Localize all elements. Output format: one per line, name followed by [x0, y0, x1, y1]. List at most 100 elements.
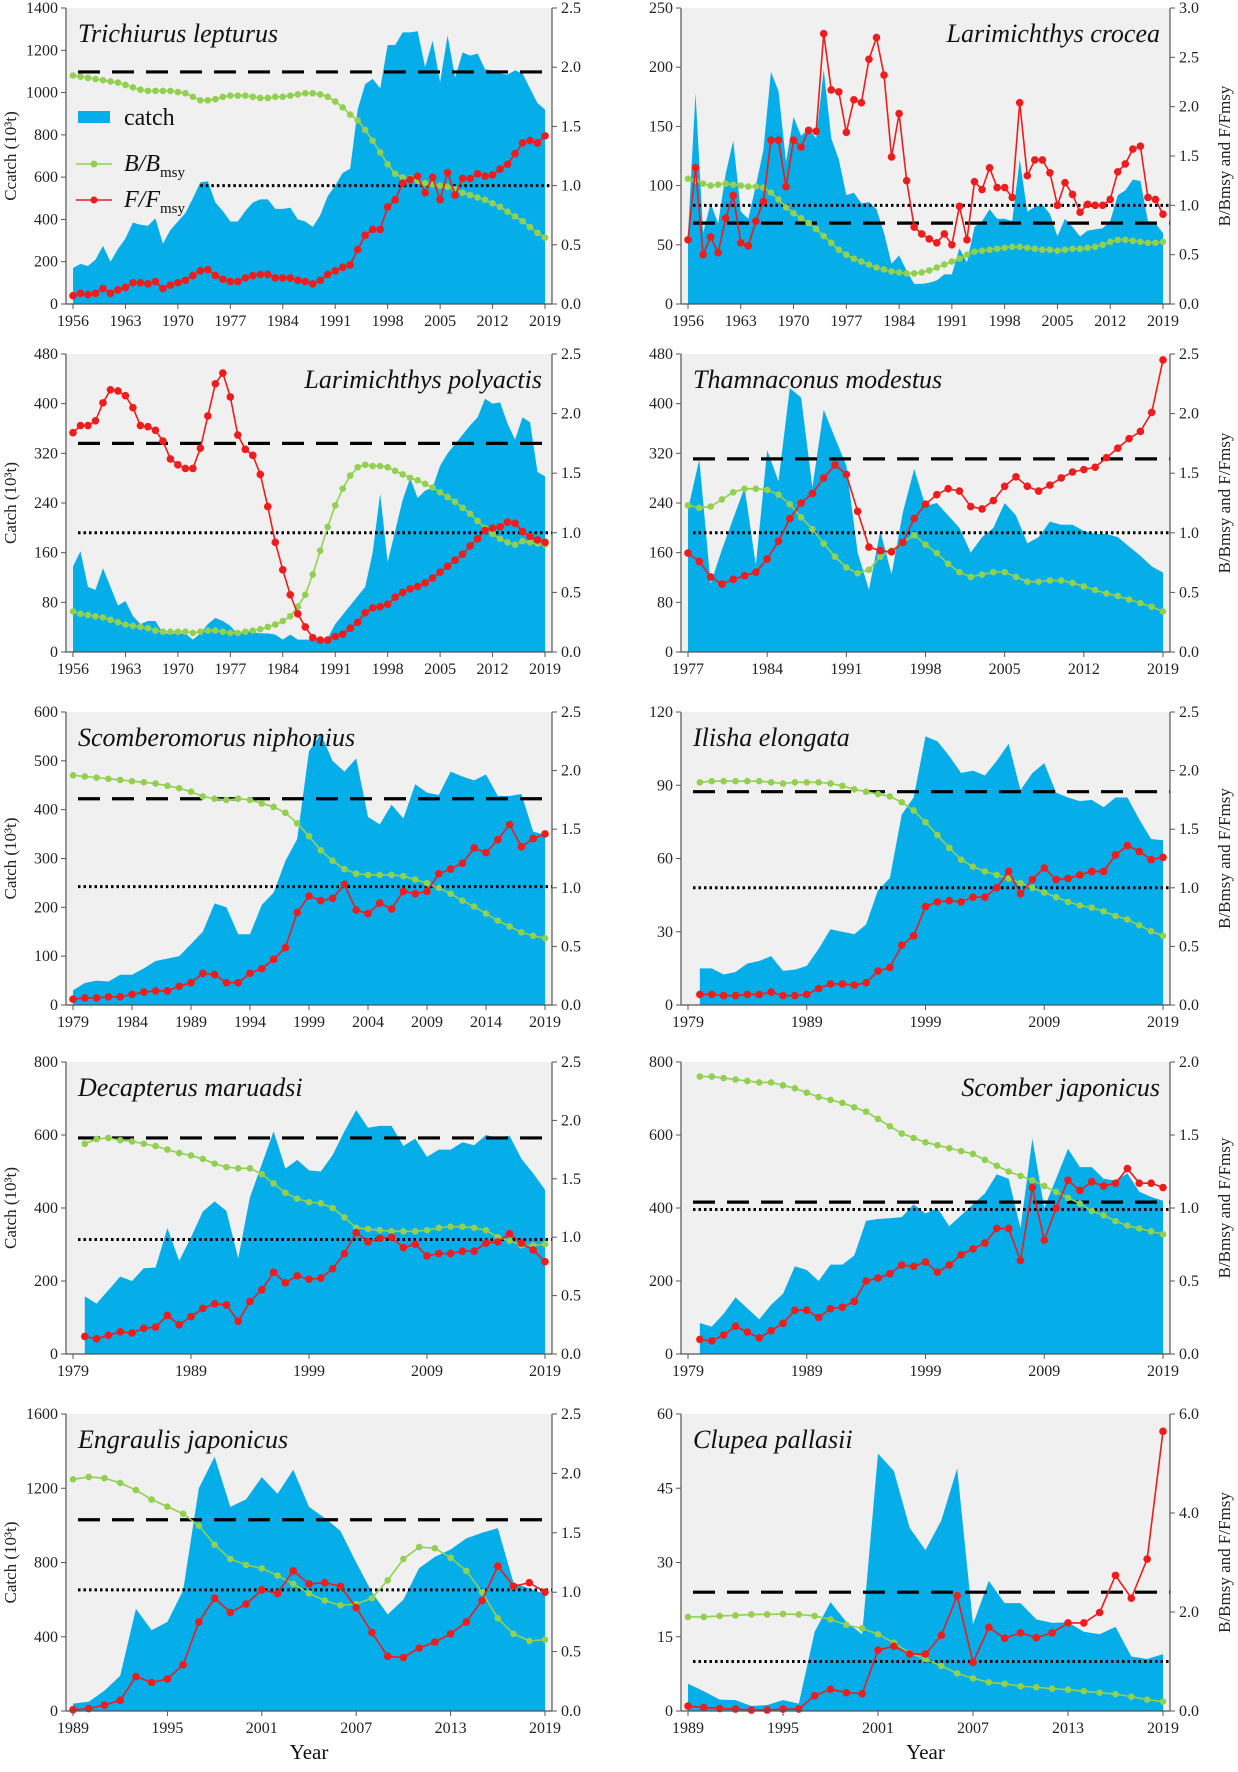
f-fmsy-point-2001: [406, 175, 414, 184]
b-bmsy-point-2009: [1046, 577, 1054, 584]
f-fmsy-point-1984: [128, 990, 136, 999]
f-fmsy-point-1999: [391, 593, 399, 601]
x-tick-label: 2019: [1147, 1363, 1179, 1380]
f-fmsy-point-1999: [933, 490, 941, 499]
left-tick-label: 500: [34, 753, 58, 770]
f-fmsy-point-2001: [406, 585, 414, 593]
left-tick-label: 100: [649, 178, 673, 195]
f-fmsy-point-2011: [481, 526, 489, 535]
b-bmsy-point-1997: [376, 462, 384, 470]
right-tick-label: 1.0: [1179, 197, 1199, 214]
f-fmsy-point-1992: [338, 263, 347, 272]
b-bmsy-point-1978: [850, 255, 858, 262]
left-tick-label: 15: [657, 1629, 673, 1646]
f-fmsy-point-1992: [731, 1705, 740, 1713]
left-axis-label: Catch (10³t): [1, 817, 20, 899]
b-bmsy-point-1993: [234, 1164, 242, 1172]
right-tick-label: 1.0: [561, 880, 581, 897]
b-bmsy-point-1977: [227, 92, 234, 99]
b-bmsy-point-1992: [732, 1612, 739, 1619]
f-fmsy-point-2012: [488, 524, 497, 532]
f-fmsy-point-1981: [872, 33, 881, 42]
panel-title: Scomberomorus niphonius: [78, 723, 355, 752]
panel-title: Clupea pallasii: [693, 1425, 853, 1454]
x-tick-label: 1989: [175, 1363, 207, 1380]
f-fmsy-point-2014: [503, 518, 512, 526]
left-tick-label: 30: [657, 1555, 673, 1572]
f-fmsy-point-1983: [271, 274, 280, 282]
b-bmsy-point-2011: [481, 196, 489, 204]
b-bmsy-point-1986: [294, 91, 302, 98]
b-bmsy-point-1965: [752, 183, 760, 190]
b-bmsy-point-1997: [898, 1130, 906, 1137]
right-tick-label: 2.5: [1179, 49, 1199, 66]
f-fmsy-point-1990: [700, 1703, 708, 1712]
f-fmsy-point-1997: [281, 943, 290, 952]
f-fmsy-point-1970: [174, 461, 182, 469]
b-bmsy-point-1995: [874, 790, 882, 798]
f-fmsy-point-2002: [413, 582, 422, 591]
x-tick-label: 1999: [910, 1014, 942, 1031]
f-fmsy-point-2011: [1064, 1176, 1072, 1185]
x-tick-label: 2007: [340, 1720, 372, 1737]
b-bmsy-point-2010: [1017, 1682, 1024, 1690]
f-fmsy-point-2014: [482, 1239, 490, 1247]
f-fmsy-point-1985: [286, 274, 295, 282]
b-bmsy-point-1989: [187, 788, 195, 795]
right-tick-label: 0.0: [1179, 1703, 1199, 1720]
f-fmsy-point-1982: [719, 1331, 728, 1339]
f-fmsy-point-2012: [431, 1638, 439, 1646]
b-bmsy-point-2003: [421, 480, 429, 488]
b-bmsy-point-2009: [1040, 1182, 1048, 1190]
b-bmsy-point-1982: [720, 777, 727, 785]
f-fmsy-point-2014: [1099, 867, 1108, 876]
f-fmsy-point-1982: [263, 270, 272, 279]
right-tick-label: 2.5: [1179, 704, 1199, 721]
b-bmsy-point-1998: [293, 820, 301, 827]
b-bmsy-point-2005: [993, 871, 1001, 879]
b-bmsy-point-1985: [140, 779, 148, 786]
panel-larimichthys-polyactis: 0 80 160 240 320 400 480 0.0 0.5 1.0 1.5 2.0 2.5 1956…: [1, 346, 581, 678]
f-fmsy-point-1993: [865, 543, 873, 551]
left-axis-label: Catch (10³t): [1, 1521, 20, 1603]
left-tick-label: 45: [657, 1480, 673, 1497]
b-bmsy-point-1989: [187, 1152, 195, 1159]
f-fmsy-point-2017: [509, 1582, 518, 1591]
b-bmsy-point-2017: [526, 223, 534, 231]
f-fmsy-point-2016: [518, 139, 527, 147]
f-fmsy-point-1983: [731, 991, 740, 1000]
b-bmsy-point-2003: [978, 571, 986, 578]
f-fmsy-point-1966: [759, 197, 768, 206]
f-fmsy-point-2004: [1046, 168, 1054, 177]
legend-catch-swatch: [78, 111, 110, 123]
f-fmsy-point-2000: [933, 1268, 942, 1277]
f-fmsy-point-2013: [1091, 463, 1099, 472]
f-fmsy-point-1985: [140, 1324, 148, 1333]
b-bmsy-point-1970: [174, 628, 182, 636]
f-fmsy-point-1998: [293, 1271, 302, 1280]
f-fmsy-point-2000: [858, 1689, 866, 1698]
b-bmsy-point-2018: [525, 1637, 533, 1645]
b-bmsy-point-1989: [803, 779, 811, 786]
b-bmsy-point-2007: [400, 1228, 407, 1235]
b-bmsy-point-1999: [843, 1621, 850, 1629]
b-bmsy-point-2016: [1112, 1690, 1119, 1698]
catch-area: [699, 736, 1163, 1005]
b-bmsy-point-1967: [152, 87, 159, 95]
right-tick-label: 0.0: [561, 997, 581, 1014]
f-fmsy-point-2005: [436, 196, 444, 204]
x-tick-label: 1984: [751, 661, 783, 678]
b-bmsy-point-2007: [969, 1675, 977, 1682]
b-bmsy-point-1991: [843, 564, 850, 571]
b-bmsy-point-1985: [286, 92, 294, 99]
x-tick-label: 1956: [57, 661, 89, 678]
left-tick-label: 90: [657, 777, 673, 794]
b-bmsy-point-2015: [1112, 912, 1119, 920]
f-fmsy-point-1991: [826, 1304, 835, 1313]
f-fmsy-point-1994: [246, 1297, 254, 1306]
f-fmsy-point-1958: [699, 250, 707, 259]
f-fmsy-point-2002: [890, 1642, 898, 1650]
f-fmsy-point-1982: [104, 1331, 113, 1340]
f-fmsy-point-2016: [505, 820, 514, 829]
f-fmsy-point-1986: [293, 610, 302, 618]
